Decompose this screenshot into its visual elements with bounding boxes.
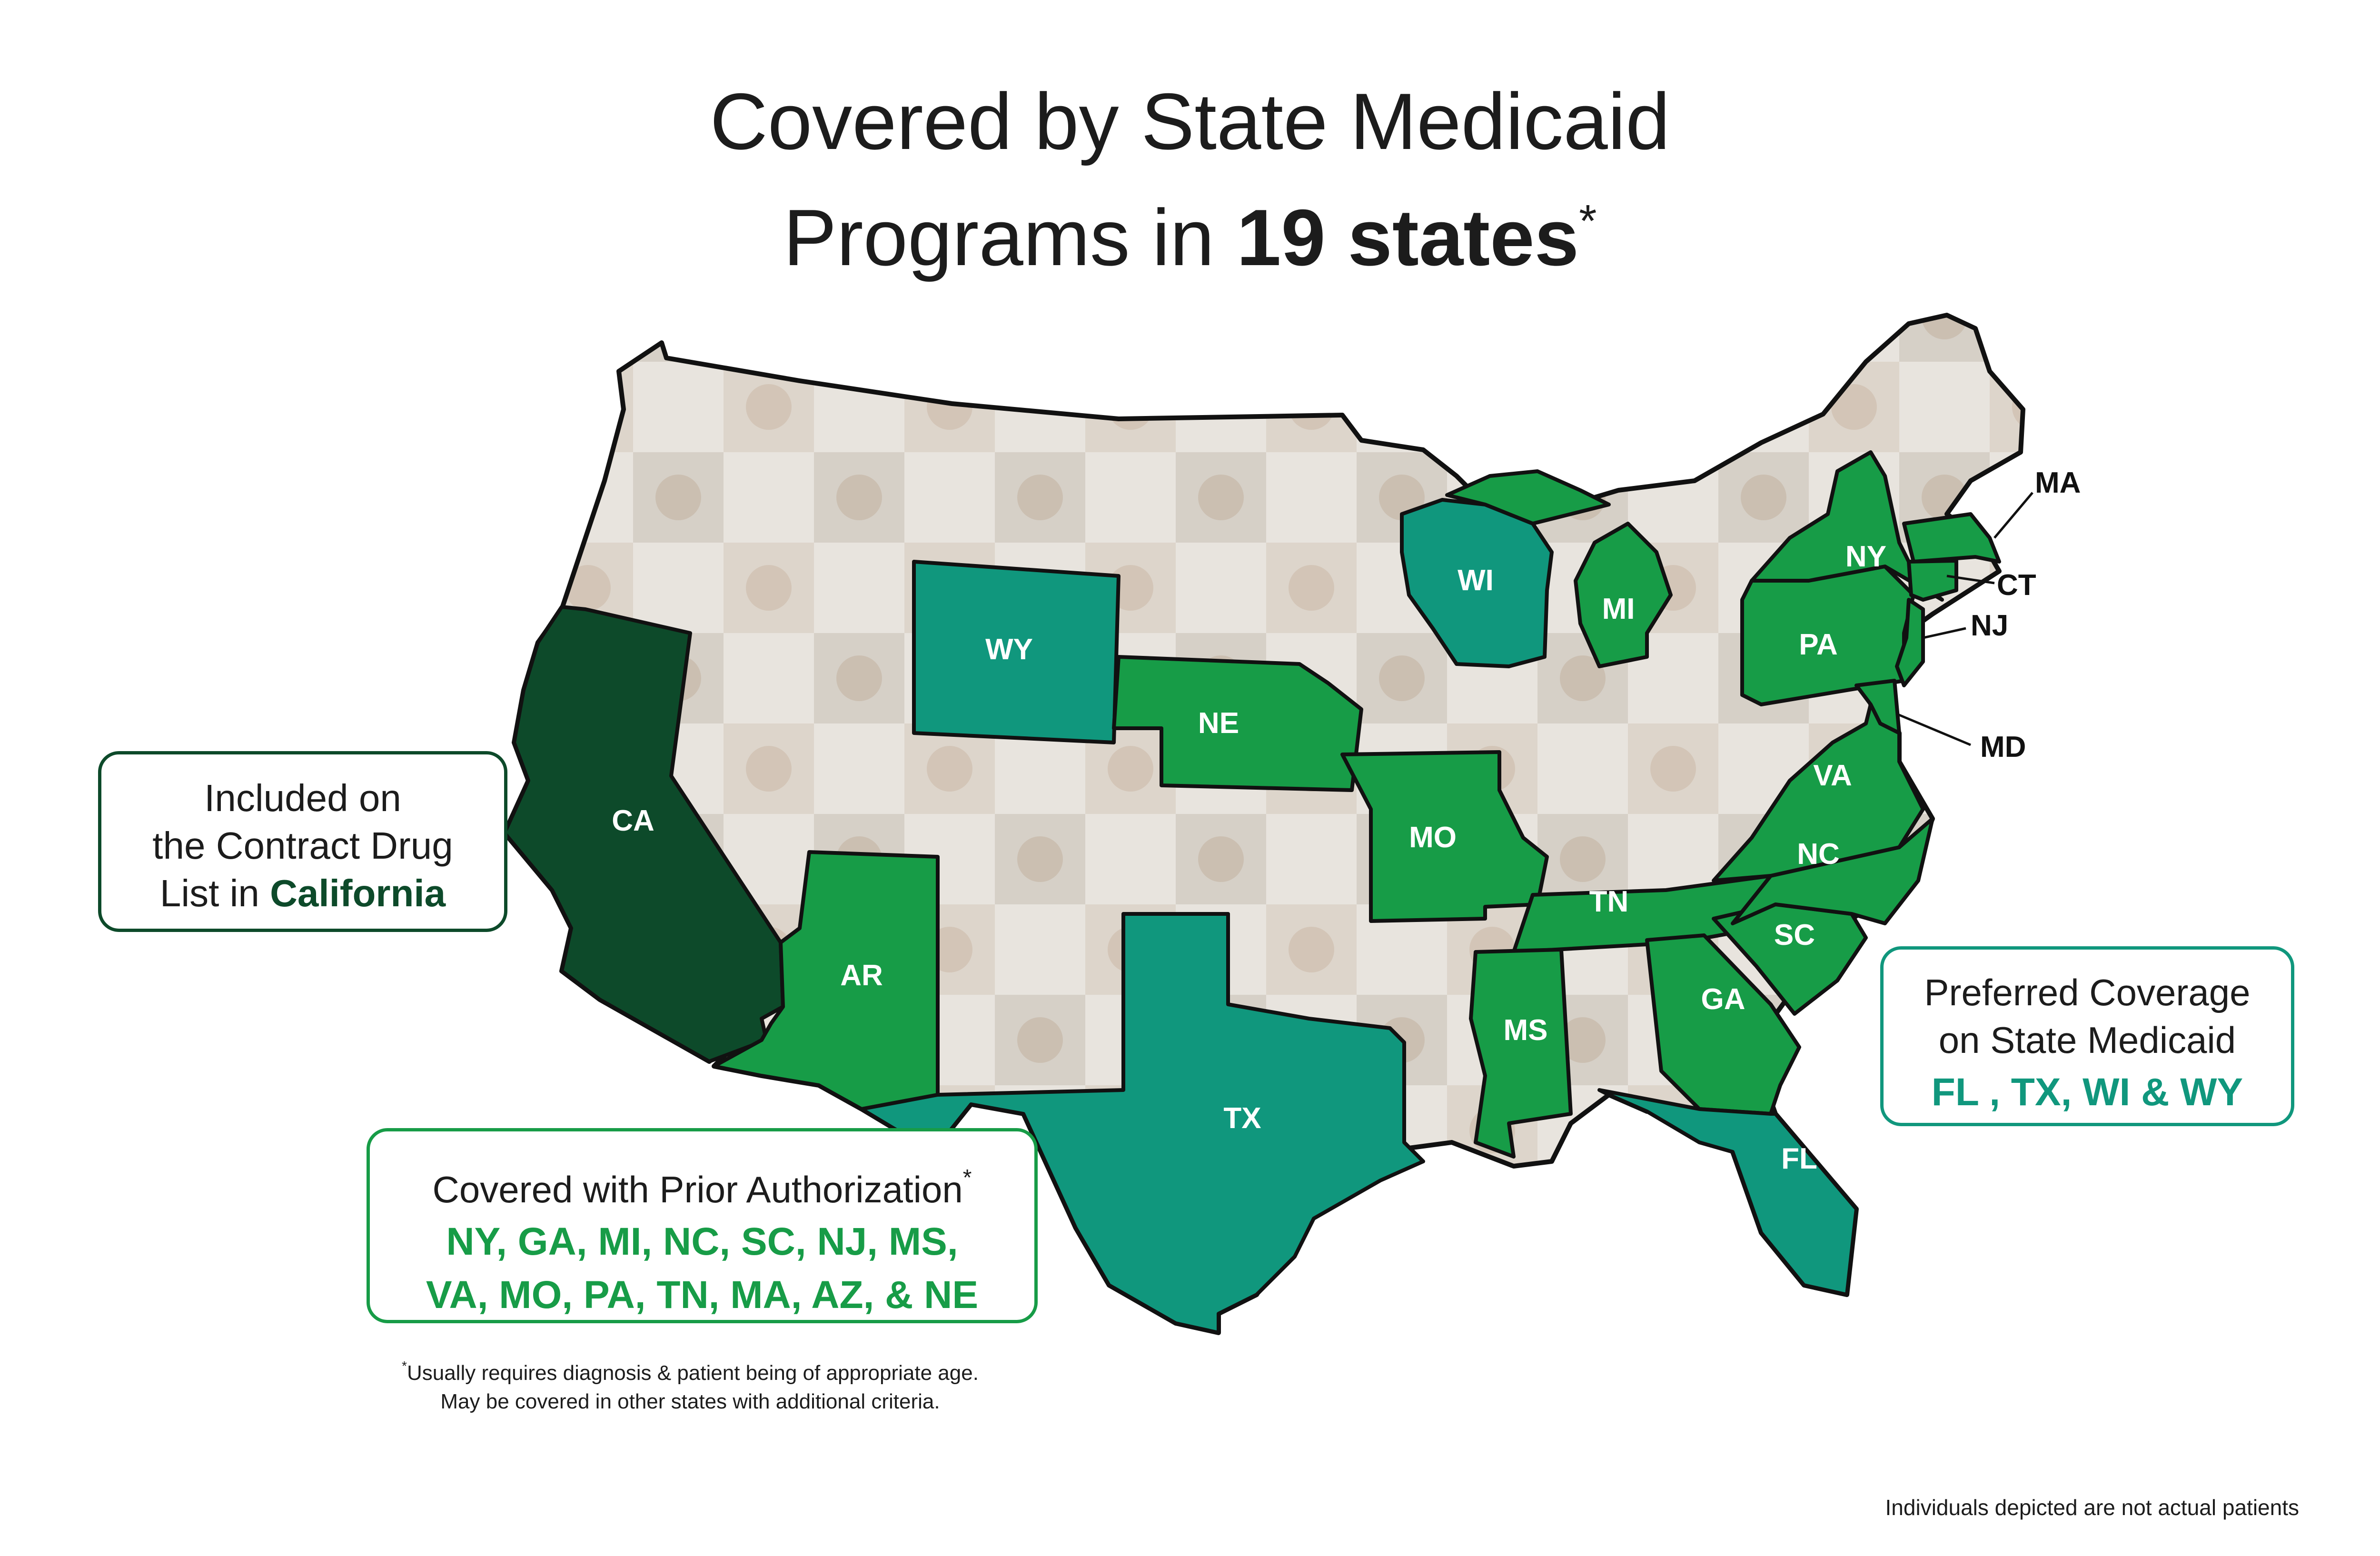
- state-va[interactable]: [1712, 703, 1925, 882]
- state-md[interactable]: [1854, 679, 1901, 735]
- footnote: *Usually requires diagnosis & patient be…: [286, 1352, 1095, 1416]
- state-nj[interactable]: [1895, 598, 1925, 687]
- prior-authorization-list-line-2: VA, MO, PA, TN, MA, AZ, & NE: [426, 1273, 979, 1317]
- footnote-line-2: May be covered in other states with addi…: [440, 1390, 940, 1413]
- state-label: SC: [1774, 919, 1815, 951]
- state-ms[interactable]: [1469, 948, 1573, 1159]
- state-nc[interactable]: [1731, 817, 1934, 925]
- state-label: NE: [1198, 707, 1239, 740]
- callout-line-ct: [1946, 575, 1995, 585]
- california-box-line-1: Included on: [204, 777, 401, 819]
- preferred-coverage-line-2: on State Medicaid: [1938, 1019, 2236, 1061]
- california-box-line-3: List in California: [101, 870, 504, 917]
- state-label: TN: [1589, 885, 1629, 918]
- title-asterisk: *: [1579, 196, 1597, 247]
- prior-authorization-list-line-1: NY, GA, MI, NC, SC, NJ, MS,: [446, 1220, 958, 1263]
- footnote-line-1-text: Usually requires diagnosis & patient bei…: [407, 1361, 979, 1385]
- title-state-count: 19 states: [1236, 193, 1579, 282]
- state-callout: CT: [1997, 569, 2036, 602]
- state-wy[interactable]: [912, 560, 1121, 744]
- preferred-coverage-line-1: Preferred Coverage: [1924, 971, 2251, 1013]
- state-label: WI: [1458, 564, 1494, 597]
- state-mi-upper[interactable]: [1445, 469, 1611, 525]
- state-label: CA: [612, 804, 654, 837]
- state-label: GA: [1701, 983, 1745, 1016]
- california-box-prefix: List in: [159, 872, 270, 914]
- state-label: VA: [1813, 759, 1852, 792]
- title-line-1: Covered by State Medicaid: [710, 77, 1670, 166]
- prior-authorization-heading-text: Covered with Prior Authorization: [432, 1169, 963, 1210]
- prior-authorization-heading: Covered with Prior Authorization*: [370, 1152, 1034, 1215]
- state-label: TX: [1223, 1102, 1261, 1135]
- state-shapes: [503, 450, 2001, 1335]
- state-label: MS: [1504, 1014, 1548, 1047]
- state-label: MO: [1409, 821, 1457, 854]
- state-callouts: MA CT NJ MD: [1896, 466, 2081, 763]
- state-ny[interactable]: [1750, 450, 1944, 602]
- california-box-state: California: [270, 872, 446, 914]
- preferred-coverage-list: FL , TX, WI & WY: [1931, 1070, 2243, 1114]
- state-label: MI: [1602, 593, 1635, 625]
- state-label: FL: [1781, 1142, 1817, 1175]
- state-ct[interactable]: [1907, 559, 1958, 602]
- state-label: AR: [840, 959, 883, 992]
- state-ne[interactable]: [1112, 655, 1363, 792]
- state-callout: NJ: [1971, 609, 2008, 642]
- disclaimer: Individuals depicted are not actual pati…: [1885, 1495, 2299, 1520]
- prior-authorization-box: Covered with Prior Authorization* NY, GA…: [367, 1128, 1038, 1323]
- callout-line-ma: [1993, 492, 2033, 539]
- california-box-line-2: the Contract Drug: [152, 824, 453, 867]
- footnote-asterisk: *: [402, 1358, 407, 1373]
- state-ma[interactable]: [1902, 512, 2001, 564]
- state-mi[interactable]: [1574, 522, 1673, 668]
- page-title: Covered by State Medicaid Programs in 19…: [0, 71, 2380, 287]
- callout-line-nj: [1923, 627, 1966, 639]
- state-fl[interactable]: [1597, 1088, 1858, 1297]
- footnote-line-1: *Usually requires diagnosis & patient be…: [286, 1352, 1095, 1388]
- state-labels: CA AR WY NE TX WI MI MO MS TN GA FL SC N…: [612, 540, 1886, 1175]
- state-label: PA: [1799, 628, 1838, 661]
- state-label: NY: [1845, 540, 1886, 573]
- state-callout: MD: [1980, 731, 2026, 763]
- california-box: Included on the Contract Drug List in Ca…: [98, 751, 507, 932]
- state-ca[interactable]: [503, 605, 785, 1063]
- state-ga[interactable]: [1645, 933, 1801, 1116]
- state-label: WY: [985, 633, 1033, 666]
- callout-line-md: [1896, 713, 1971, 746]
- title-line-2: Programs in 19 states*: [0, 171, 2380, 287]
- state-label: NC: [1797, 838, 1840, 871]
- title-prefix: Programs in: [783, 193, 1237, 282]
- preferred-coverage-box: Preferred Coverage on State Medicaid FL …: [1880, 946, 2294, 1126]
- prior-authorization-asterisk: *: [962, 1165, 972, 1190]
- state-callout: MA: [2035, 466, 2081, 499]
